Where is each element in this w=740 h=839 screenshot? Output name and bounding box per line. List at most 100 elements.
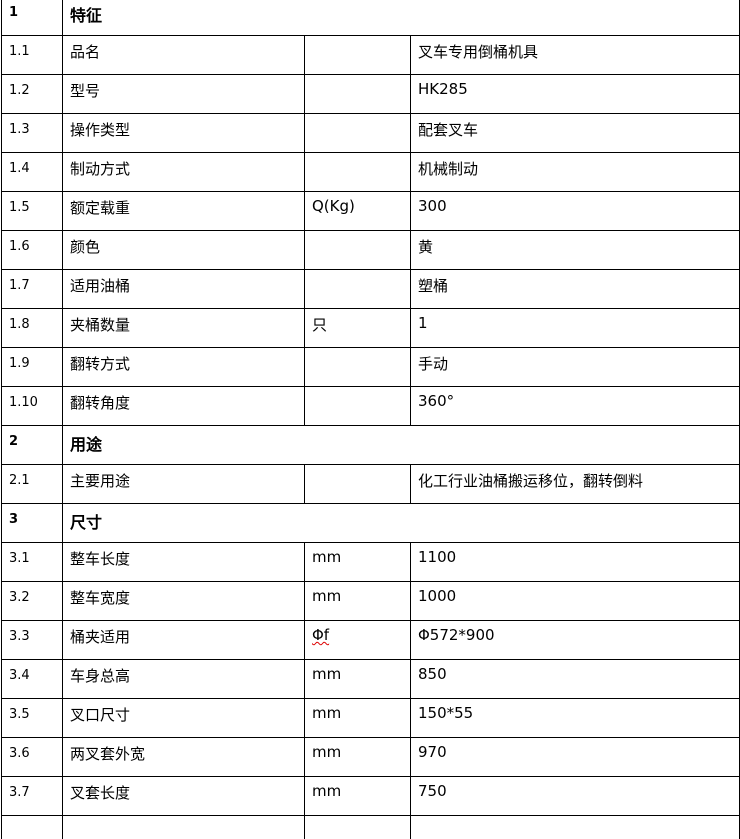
- item-number-text: 1.7: [9, 278, 30, 293]
- item-number-text: 1.6: [9, 239, 30, 254]
- item-number: 3.2: [1, 581, 63, 621]
- item-unit: Q(Kg): [304, 191, 411, 231]
- item-name: 主要用途: [62, 464, 305, 504]
- item-name-text: 叉套长度: [70, 784, 131, 802]
- item-value: 850: [409, 659, 740, 699]
- item-unit: mm: [304, 542, 411, 582]
- item-number-text: 3.7: [9, 785, 30, 800]
- item-name: 叉套长度: [62, 776, 305, 816]
- item-unit: 只: [304, 308, 411, 348]
- item-number-text: 3.4: [9, 668, 30, 683]
- item-value: 1: [409, 308, 740, 348]
- item-value: 黄: [409, 230, 740, 270]
- spec-row: 1.9 翻转方式 手动: [1, 347, 740, 387]
- item-unit: [304, 113, 411, 153]
- item-name-text: 制动方式: [70, 160, 131, 178]
- spec-row: 1.5 额定载重 Q(Kg) 300: [1, 191, 740, 231]
- item-value-text: 化工行业油桶搬运移位，翻转倒料: [418, 472, 644, 490]
- spec-row: 1.10 翻转角度 360°: [1, 386, 740, 426]
- item-name: 两叉套外宽: [62, 737, 305, 777]
- item-value-text: 360°: [418, 392, 455, 410]
- item-value-text: 叉车专用倒桶机具: [418, 43, 539, 61]
- item-name-text: 翻转方式: [70, 355, 131, 373]
- spec-row: 3.7 叉套长度 mm 750: [1, 776, 740, 816]
- item-value-text: 黄: [418, 238, 434, 256]
- section-row: 3 尺寸: [1, 503, 740, 543]
- item-name-text: 车身总高: [70, 667, 131, 685]
- spec-row: 3.1 整车长度 mm 1100: [1, 542, 740, 582]
- item-name-text: 额定载重: [70, 199, 131, 217]
- item-name: 翻转方式: [62, 347, 305, 387]
- item-number: 1.5: [1, 191, 63, 231]
- item-value: 300: [409, 191, 740, 231]
- item-value-text: 1: [418, 314, 428, 332]
- spec-row: 1.8 夹桶数量 只 1: [1, 308, 740, 348]
- item-number: 1.10: [1, 386, 63, 426]
- section-title-text: 用途: [70, 435, 103, 454]
- item-name: 适用油桶: [62, 269, 305, 309]
- item-unit-text: mm: [312, 743, 342, 761]
- spec-row: [1, 815, 740, 839]
- item-name: 车身总高: [62, 659, 305, 699]
- section-row: 1 特征: [1, 0, 740, 36]
- item-unit: [304, 35, 411, 75]
- item-number-text: 1.10: [9, 395, 38, 410]
- item-name: 叉口尺寸: [62, 698, 305, 738]
- item-number-text: 3.2: [9, 590, 30, 605]
- item-name-text: 适用油桶: [70, 277, 131, 295]
- item-value-text: 1000: [418, 587, 457, 605]
- spec-row: 1.4 制动方式 机械制动: [1, 152, 740, 192]
- item-unit-text: mm: [312, 587, 342, 605]
- section-title-text: 尺寸: [70, 513, 103, 532]
- item-name: 整车长度: [62, 542, 305, 582]
- section-number-text: 1: [9, 5, 19, 20]
- spec-row: 1.7 适用油桶 塑桶: [1, 269, 740, 309]
- item-name-text: 颜色: [70, 238, 101, 256]
- item-number-text: 1.4: [9, 161, 30, 176]
- item-name-text: 整车宽度: [70, 589, 131, 607]
- item-name: 桶夹适用: [62, 620, 305, 660]
- spec-row: 1.2 型号 HK285: [1, 74, 740, 114]
- item-value-text: 970: [418, 743, 447, 761]
- item-unit: [304, 269, 411, 309]
- item-name-text: 主要用途: [70, 472, 131, 490]
- item-number: 1.2: [1, 74, 63, 114]
- item-unit: mm: [304, 581, 411, 621]
- item-value-text: 塑桶: [418, 277, 449, 295]
- item-number: 1.6: [1, 230, 63, 270]
- spec-row: 3.6 两叉套外宽 mm 970: [1, 737, 740, 777]
- item-number-text: 1.8: [9, 317, 30, 332]
- item-number: 1.4: [1, 152, 63, 192]
- item-name-text: 品名: [70, 43, 101, 61]
- item-value: 配套叉车: [409, 113, 740, 153]
- item-name-text: 整车长度: [70, 550, 131, 568]
- item-number-text: 3.6: [9, 746, 30, 761]
- item-value: 1000: [409, 581, 740, 621]
- item-unit-text: Φf: [312, 626, 330, 644]
- item-value-text: 1100: [418, 548, 457, 566]
- item-value-text: HK285: [418, 80, 468, 98]
- spec-row: 3.3 桶夹适用 Φf Φ572*900: [1, 620, 740, 660]
- item-unit: [304, 230, 411, 270]
- item-number-text: 1.9: [9, 356, 30, 371]
- item-name: 翻转角度: [62, 386, 305, 426]
- item-number: 3.6: [1, 737, 63, 777]
- item-unit: [304, 815, 411, 839]
- section-title: 尺寸: [61, 503, 740, 543]
- item-number: 2.1: [1, 464, 63, 504]
- item-unit: mm: [304, 776, 411, 816]
- item-value: 手动: [409, 347, 740, 387]
- item-value: 750: [409, 776, 740, 816]
- item-number: 3.3: [1, 620, 63, 660]
- spec-row: 3.4 车身总高 mm 850: [1, 659, 740, 699]
- item-unit: mm: [304, 659, 411, 699]
- section-title: 用途: [61, 425, 740, 465]
- item-unit-text: mm: [312, 665, 342, 683]
- item-unit: Φf: [304, 620, 411, 660]
- item-name: 品名: [62, 35, 305, 75]
- item-value-text: 300: [418, 197, 447, 215]
- item-value: 机械制动: [409, 152, 740, 192]
- item-number: 1.9: [1, 347, 63, 387]
